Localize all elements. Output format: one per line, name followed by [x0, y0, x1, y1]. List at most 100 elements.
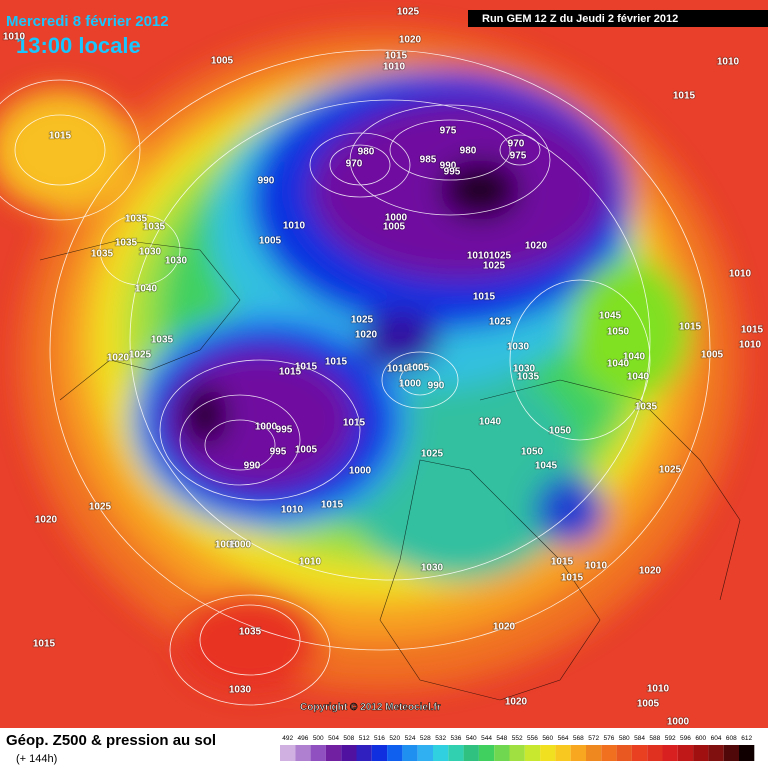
- legend-swatch: [371, 745, 388, 761]
- color-legend: 492 496 500 504 508 512 516 520 524 528 532 536 540 5…: [280, 735, 755, 761]
- height-field: [0, 0, 768, 728]
- legend-level: 496: [298, 735, 309, 742]
- pressure-label: 1015: [279, 367, 302, 378]
- pressure-label: 1030: [139, 247, 162, 258]
- pressure-label: 1010: [281, 505, 304, 516]
- legend-level: 492: [282, 735, 293, 742]
- pressure-label: 1015: [679, 322, 702, 333]
- legend-swatch: [387, 745, 403, 761]
- pressure-label: 1030: [229, 685, 252, 696]
- legend-swatch: [356, 745, 372, 761]
- pressure-label: 1010: [383, 62, 406, 73]
- pressure-label: 1005: [701, 350, 724, 361]
- pressure-label: 1020: [399, 35, 422, 46]
- pressure-label: 1025: [421, 449, 444, 460]
- legend-level: 576: [604, 735, 615, 742]
- legend-swatch: [494, 745, 510, 761]
- legend-level: 572: [588, 735, 599, 742]
- run-info: Run GEM 12 Z du Jeudi 2 février 2012: [482, 13, 678, 25]
- pressure-label: 1000: [667, 717, 690, 728]
- pressure-label: 1025: [129, 350, 152, 361]
- pressure-label: 990: [428, 381, 445, 392]
- pressure-label: 1035: [143, 222, 166, 233]
- isobars: [0, 49, 711, 706]
- pressure-label: 990: [258, 176, 275, 187]
- legend-level: 540: [466, 735, 477, 742]
- pressure-label: 1025: [351, 315, 374, 326]
- pressure-label: 1005: [295, 445, 318, 456]
- pressure-label: 995: [444, 167, 461, 178]
- pressure-label: 1040: [623, 352, 646, 363]
- legend-swatch: [693, 745, 709, 761]
- pressure-label: 1035: [151, 335, 174, 346]
- legend-level: 528: [420, 735, 431, 742]
- legend-swatch: [677, 745, 694, 761]
- pressure-label: 1010: [717, 57, 740, 68]
- pressure-label: 975: [440, 126, 457, 137]
- legend-level: 532: [435, 735, 446, 742]
- legend-level: 592: [665, 735, 676, 742]
- legend-swatch: [433, 745, 449, 761]
- pressure-label: 1010: [739, 340, 762, 351]
- legend-swatch: [616, 745, 632, 761]
- pressure-label: 1015: [321, 500, 344, 511]
- pressure-label: 990: [244, 461, 261, 472]
- pressure-label: 1010: [3, 32, 26, 43]
- legend-level: 604: [711, 735, 722, 742]
- pressure-label: 1005: [211, 56, 234, 67]
- pressure-label: 1025: [397, 7, 420, 18]
- legend-level: 504: [328, 735, 339, 742]
- legend-level: 556: [527, 735, 538, 742]
- pressure-label: 1030: [513, 364, 536, 375]
- pressure-label: 1035: [115, 238, 138, 249]
- pressure-label: 980: [358, 147, 375, 158]
- pressure-label: 1010: [647, 684, 670, 695]
- legend-level: 516: [374, 735, 385, 742]
- legend-level: 608: [726, 735, 737, 742]
- legend-swatch: [295, 745, 311, 761]
- pressure-label: 1030: [507, 342, 530, 353]
- pressure-label: 1040: [607, 359, 630, 370]
- pressure-label: 1010: [467, 251, 490, 262]
- pressure-label: 1020: [35, 515, 58, 526]
- pressure-label: 1005: [637, 699, 660, 710]
- legend-swatch: [601, 745, 617, 761]
- legend-swatch: [586, 745, 602, 761]
- pressure-label: 1015: [741, 325, 764, 336]
- pressure-label: 1000: [349, 466, 372, 477]
- footer-subtitle: (+ 144h): [16, 753, 57, 765]
- pressure-label: 1040: [479, 417, 502, 428]
- legend-level: 524: [405, 735, 416, 742]
- pressure-label: 1015: [325, 357, 348, 368]
- pressure-label: 1015: [673, 91, 696, 102]
- pressure-label: 1005: [215, 540, 238, 551]
- pressure-label: 1010: [729, 269, 752, 280]
- pressure-label: 1015: [385, 51, 408, 62]
- legend-swatch: [341, 745, 357, 761]
- legend-level: 500: [313, 735, 324, 742]
- pressure-label: 1040: [135, 284, 158, 295]
- pressure-label: 1020: [107, 353, 130, 364]
- pressure-label: 1025: [659, 465, 682, 476]
- legend-level: 544: [481, 735, 492, 742]
- legend-swatch: [555, 745, 571, 761]
- pressure-label: 1025: [489, 317, 512, 328]
- legend-swatch: [631, 745, 648, 761]
- legend-level: 588: [649, 735, 660, 742]
- legend-level: 548: [496, 735, 507, 742]
- pressure-label: 1005: [259, 236, 282, 247]
- forecast-time: 13:00 locale: [16, 33, 141, 58]
- pressure-label: 1025: [89, 502, 112, 513]
- pressure-label: 980: [460, 146, 477, 157]
- pressure-label: 1015: [295, 362, 318, 373]
- pressure-label: 1015: [33, 639, 56, 650]
- legend-level: 564: [558, 735, 569, 742]
- legend-swatch: [739, 745, 755, 761]
- pressure-label: 1050: [549, 426, 572, 437]
- pressure-label: 1035: [635, 402, 658, 413]
- footer-title: Géop. Z500 & pression au sol: [6, 732, 216, 749]
- legend-swatch: [723, 745, 739, 761]
- pressure-label: 1035: [517, 372, 540, 383]
